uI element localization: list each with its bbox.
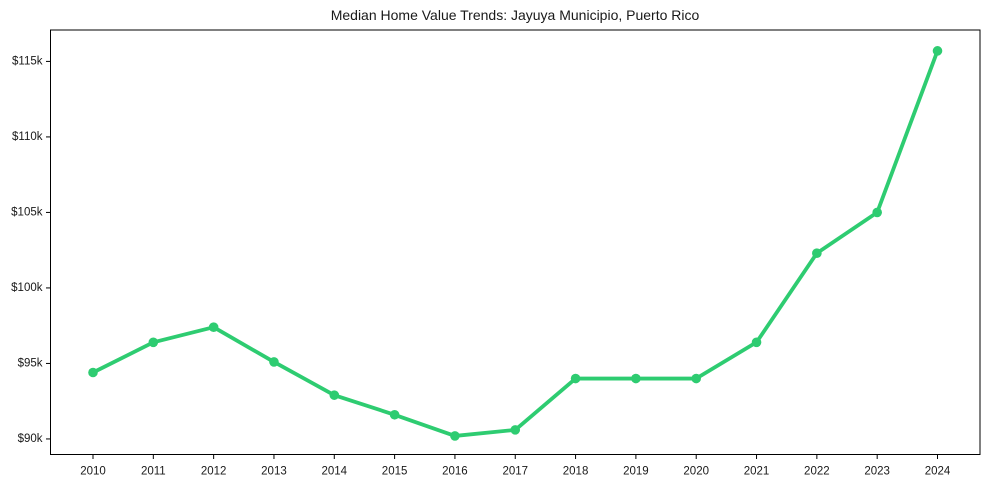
x-axis-tick-label: 2022	[804, 466, 830, 478]
x-axis-tick-label: 2019	[623, 466, 649, 478]
data-point-2015	[389, 409, 400, 420]
data-point-2022	[812, 248, 822, 258]
x-axis-tick-label: 2018	[563, 466, 589, 478]
x-axis-tick-label: 2012	[201, 466, 227, 478]
plot-area: $90k $95k $100k $105k $110k $115k 2010 2011 2012…	[11, 29, 981, 478]
y-axis-tick-label: $110k	[12, 131, 43, 143]
data-point-2017	[510, 425, 521, 435]
x-axis-tick-label: 2010	[80, 466, 106, 478]
x-axis-tick-label: 2024	[925, 466, 951, 478]
x-axis-tick-label: 2020	[683, 466, 709, 478]
y-axis-tick-label: $100k	[11, 282, 43, 294]
data-point-2013	[269, 357, 279, 367]
x-axis-tick-label: 2015	[382, 466, 408, 478]
data-point-2021	[751, 337, 762, 348]
y-axis-tick-label: $115k	[12, 55, 43, 67]
x-axis-tick-label: 2016	[442, 466, 468, 478]
data-point-2023	[872, 207, 882, 218]
x-axis-tick-label: 2014	[321, 466, 347, 478]
data-point-2014	[329, 390, 340, 400]
x-axis-tick-label: 2017	[502, 466, 528, 478]
data-point-2024	[932, 46, 943, 56]
data-point-2012	[208, 322, 219, 332]
plot-border	[50, 29, 981, 455]
data-point-2016	[450, 431, 460, 441]
data-point-2018	[570, 373, 581, 384]
x-axis-tick-label: 2011	[141, 466, 166, 478]
data-point-2010	[88, 367, 98, 378]
x-axis-tick-label: 2023	[864, 466, 890, 478]
data-point-2020	[691, 373, 702, 384]
x-axis-tick-label: 2021	[744, 466, 770, 478]
y-axis-tick-label: $95k	[18, 357, 43, 369]
chart-title: Median Home Value Trends: Jayuya Municip…	[331, 7, 700, 23]
data-point-2011	[148, 337, 159, 348]
y-axis-tick-label: $105k	[11, 206, 43, 218]
y-axis-tick-label: $90k	[18, 433, 43, 445]
data-point-2019	[631, 373, 641, 384]
x-axis-tick-label: 2013	[261, 466, 287, 478]
